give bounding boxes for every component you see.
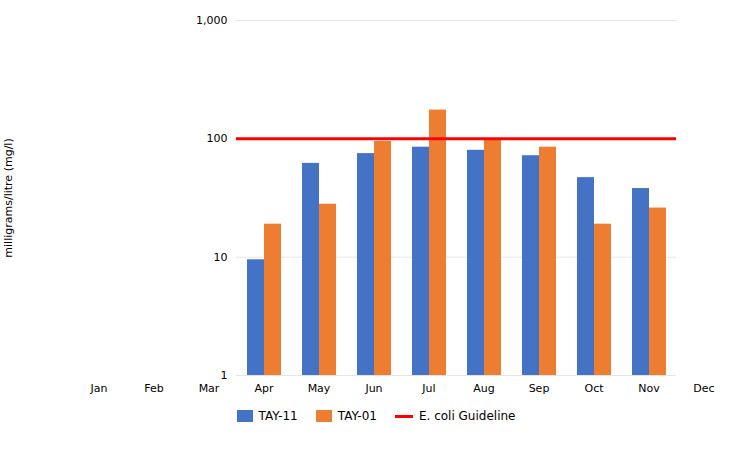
svg-text:milligrams/litre (mg/l): milligrams/litre (mg/l) <box>2 138 15 257</box>
svg-text:Dec: Dec <box>693 382 714 395</box>
html-text:TAY-11: TAY-11 <box>258 409 298 423</box>
svg-text:Jan: Jan <box>90 382 108 395</box>
svg-text:Apr: Apr <box>254 382 274 395</box>
html-text:TAY-01: TAY-01 <box>337 409 377 423</box>
svg-text:May: May <box>308 382 331 395</box>
svg-text:Nov: Nov <box>638 382 660 395</box>
svg-text:Jun: Jun <box>364 382 382 395</box>
svg-text:Jul: Jul <box>421 382 435 395</box>
svg-text:1: 1 <box>221 369 228 382</box>
svg-text:100: 100 <box>207 132 228 145</box>
svg-text:1,000: 1,000 <box>196 14 228 27</box>
svg-text:Mar: Mar <box>199 382 220 395</box>
svg-text:Aug: Aug <box>473 382 494 395</box>
svg-text:Oct: Oct <box>584 382 604 395</box>
svg-text:Sep: Sep <box>529 382 550 395</box>
html-text:E. coli Guideline: E. coli Guideline <box>418 409 516 423</box>
svg-text:Feb: Feb <box>144 382 163 395</box>
svg-text:10: 10 <box>214 251 228 264</box>
